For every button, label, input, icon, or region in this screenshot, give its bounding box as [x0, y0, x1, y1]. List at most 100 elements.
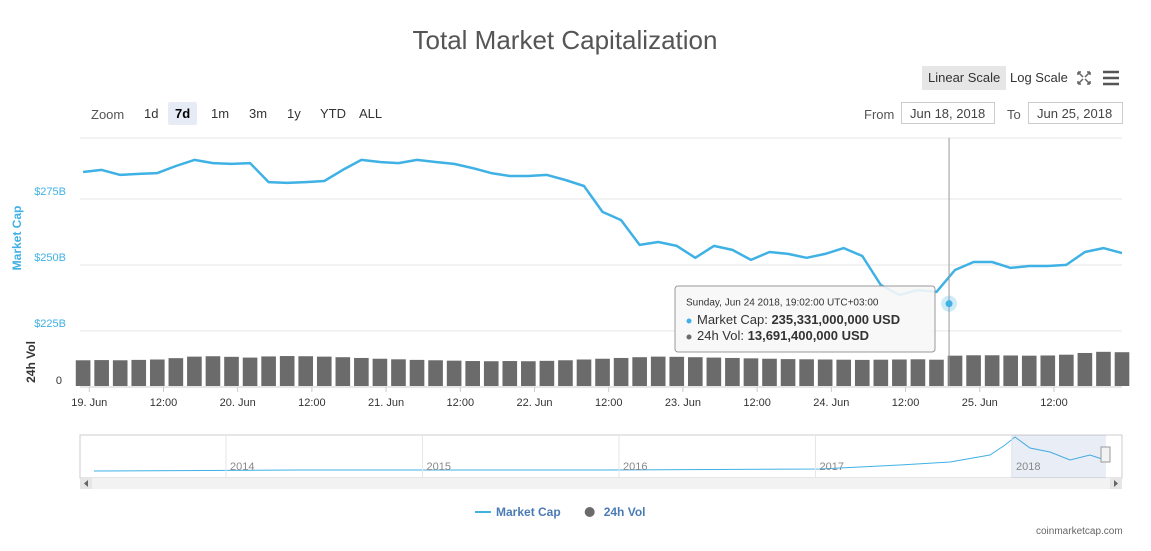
- market-cap-line: [82, 158, 1123, 297]
- zoom-button[interactable]: 7d: [168, 102, 198, 125]
- scale-button[interactable]: Linear Scale: [922, 66, 1007, 90]
- volume-bar: [391, 359, 406, 386]
- volume-bar: [558, 360, 573, 386]
- volume-bar: [780, 359, 796, 386]
- navigator-label: 2014: [230, 461, 254, 473]
- volume-bar: [354, 357, 369, 386]
- tooltip-dot: [686, 334, 692, 340]
- arrow-icon: [1114, 480, 1118, 487]
- y-tick-label: $275B: [34, 186, 66, 198]
- volume-bar: [595, 358, 610, 386]
- menu-icon[interactable]: [1103, 70, 1119, 86]
- volume-bar: [817, 359, 833, 386]
- volume-bar: [465, 361, 480, 386]
- tooltip-row: Market Cap: 235,331,000,000 USD: [697, 312, 900, 327]
- volume-bar: [1021, 355, 1037, 386]
- volume-bar: [576, 359, 592, 386]
- volume-bar: [762, 358, 777, 386]
- tooltip-dot: [686, 318, 692, 324]
- tooltip-value: 235,331,000,000 USD: [771, 312, 900, 327]
- tooltip-label: Market Cap:: [697, 312, 768, 327]
- volume-bar: [483, 361, 499, 386]
- x-tick-label: 12:00: [1040, 397, 1068, 409]
- navigator-handle[interactable]: [1100, 446, 1111, 463]
- volume-bar: [910, 359, 926, 386]
- zoom-button[interactable]: YTD: [320, 106, 346, 121]
- volume-bar: [966, 355, 981, 386]
- tooltip-box: [674, 285, 936, 353]
- tooltip-header: Sunday, Jun 24 2018, 19:02:00 UTC+03:00: [686, 298, 879, 309]
- volume-bar: [149, 359, 165, 386]
- volume-bar: [539, 360, 555, 386]
- navigator-label: 2016: [623, 461, 647, 473]
- volume-bar: [335, 357, 351, 386]
- zoom-button[interactable]: 1m: [211, 106, 230, 121]
- volume-bar: [75, 360, 91, 386]
- y-tick-label: $250B: [34, 252, 66, 264]
- volume-bar: [242, 357, 258, 386]
- credit: coinmarketcap.com: [1036, 526, 1123, 537]
- volume-bar: [854, 359, 870, 386]
- volume-bar: [706, 357, 722, 386]
- navigator[interactable]: [79, 434, 1123, 479]
- x-tick-label: 12:00: [595, 397, 623, 409]
- tooltip-value: 13,691,400,000 USD: [748, 328, 869, 343]
- volume-bar: [725, 357, 740, 386]
- tooltip-label: 24h Vol:: [697, 328, 744, 343]
- volume-bar: [205, 356, 221, 386]
- zoom-button[interactable]: ALL: [359, 106, 383, 121]
- volume-bar: [632, 357, 647, 386]
- x-tick-label: 23. Jun: [665, 397, 701, 409]
- volume-bar: [743, 358, 759, 386]
- volume-bar: [873, 359, 889, 386]
- to-input[interactable]: Jun 25, 2018: [1028, 102, 1123, 124]
- volume-bar: [836, 359, 852, 386]
- volume-bar: [929, 359, 944, 386]
- from-input[interactable]: Jun 18, 2018: [901, 102, 995, 124]
- volume-bar: [799, 359, 814, 386]
- volume-bar: [298, 356, 314, 386]
- x-tick-label: 19. Jun: [71, 397, 107, 409]
- legend-item[interactable]: 24h Vol: [584, 505, 646, 519]
- fullscreen-icon[interactable]: [1077, 71, 1091, 85]
- volume-bar: [94, 360, 109, 386]
- navigator-window[interactable]: [1011, 435, 1106, 478]
- legend-item[interactable]: Market Cap: [475, 505, 561, 519]
- from-label: From: [864, 107, 895, 122]
- navigator-label: 2015: [427, 461, 451, 473]
- x-tick-label: 12:00: [743, 397, 771, 409]
- arrow-icon: [84, 480, 88, 487]
- grid: [80, 137, 1122, 332]
- volume-bar: [892, 359, 907, 386]
- tooltip-row: 24h Vol: 13,691,400,000 USD: [697, 328, 869, 343]
- scrollbar[interactable]: [80, 478, 1122, 489]
- volume-bar: [502, 361, 518, 386]
- volume-bar: [446, 360, 462, 386]
- y2-axis-title: 24h Vol: [24, 341, 38, 383]
- volume-bar: [1114, 352, 1130, 386]
- volume-bar: [687, 357, 703, 386]
- zoom-button[interactable]: 3m: [249, 106, 268, 121]
- zoom-button[interactable]: 1y: [287, 106, 301, 121]
- chart-title: Total Market Capitalization: [413, 25, 718, 55]
- x-tick-label: 20. Jun: [220, 397, 256, 409]
- scale-button[interactable]: Log Scale: [1010, 70, 1068, 85]
- volume-bar: [316, 356, 332, 386]
- volume-bar: [947, 355, 963, 386]
- volume-bar: [1077, 352, 1093, 386]
- x-tick-label: 12:00: [447, 397, 475, 409]
- x-tick-label: 21. Jun: [368, 397, 404, 409]
- navigator-label: 2018: [1016, 461, 1040, 473]
- volume-bar: [187, 356, 202, 386]
- volume-bar: [261, 356, 276, 386]
- volume-bar: [112, 360, 128, 386]
- x-tick-label: 22. Jun: [516, 397, 552, 409]
- volume-bar: [1003, 355, 1019, 386]
- zoom-button[interactable]: 1d: [144, 106, 159, 121]
- volume-bar: [650, 356, 666, 386]
- volume-bar: [984, 355, 1000, 386]
- x-tick-label: 25. Jun: [962, 397, 998, 409]
- volume-bar: [279, 356, 295, 386]
